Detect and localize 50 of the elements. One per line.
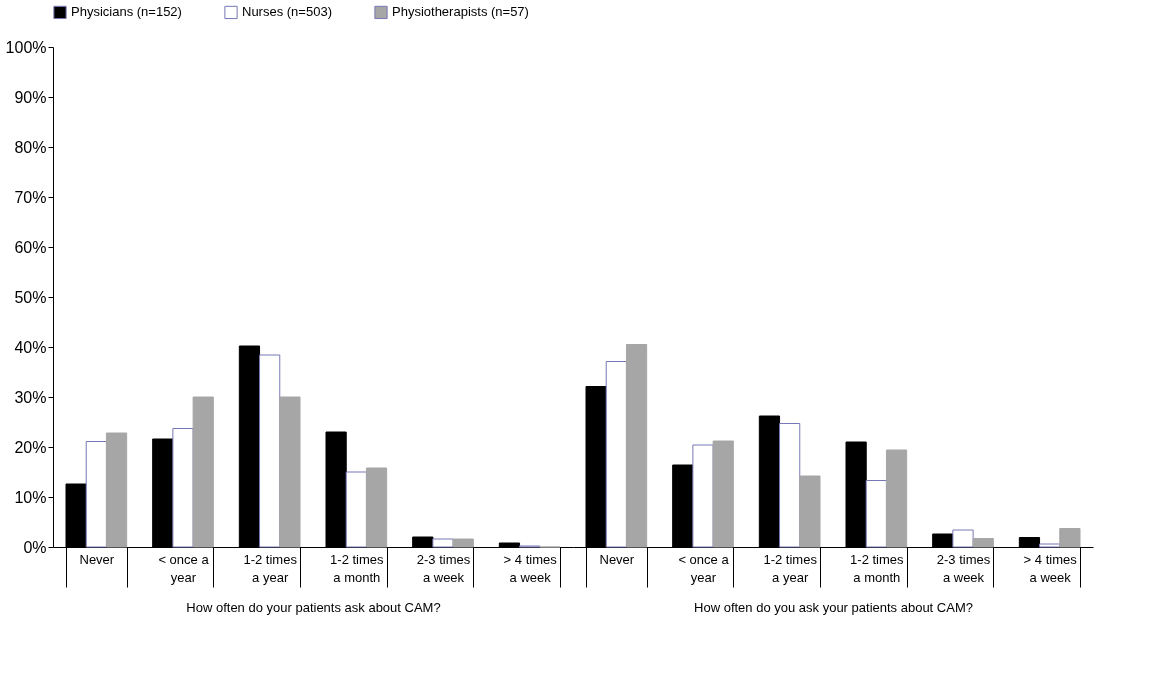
bar [432,538,454,548]
y-tick-label: 30% [14,388,47,406]
x-tick-label: 2-3 times a week [936,551,991,585]
bar [85,441,107,548]
y-tick-label: 100% [5,38,47,56]
bar [365,467,388,548]
y-tick-label: 20% [14,438,47,456]
y-tick-label: 60% [14,238,47,256]
legend-label: Physicians (n=152) [71,4,182,20]
legend-label: Physiotherapists (n=57) [392,4,529,20]
x-tick-label: Never [599,551,635,567]
legend-label: Nurses (n=503) [242,4,332,20]
bar [779,423,801,548]
y-tick-label: 90% [14,88,47,106]
x-tick-label: 1-2 times a year [763,551,818,585]
bar [799,475,821,548]
bar [172,428,194,548]
bar [345,471,367,548]
y-tick-label: 10% [14,488,47,506]
bar [625,344,648,548]
bar [105,432,128,548]
bar [1059,528,1081,548]
x-tick-label: < once a year [678,551,730,585]
bar [865,480,887,548]
bar [712,440,734,548]
bar [885,449,908,548]
x-tick-label: 1-2 times a year [243,551,298,585]
x-tick-label: < once a year [158,551,210,585]
bar [692,444,714,548]
bar [259,354,281,548]
y-tick-label: 80% [14,138,47,156]
y-tick-label: 70% [14,188,47,206]
x-tick-label: > 4 times a week [503,551,558,585]
bar [192,396,214,548]
bar [952,529,974,548]
x-tick-label: 2-3 times a week [416,551,471,585]
y-tick-label: 40% [14,338,47,356]
x-axis-title: How often do your patients ask about CAM? [186,600,441,615]
y-tick-label: 50% [14,288,47,306]
bar [279,396,301,548]
y-tick-label: 0% [23,538,47,556]
x-tick-label: 1-2 times a month [850,551,905,585]
bar [972,538,994,548]
bar [1039,543,1061,548]
bar [452,538,474,548]
bar [605,361,627,548]
x-axis-title: How often do you ask your patients about CAM? [694,600,973,615]
x-tick-label: > 4 times a week [1023,551,1078,585]
x-tick-label: 1-2 times a month [330,551,385,585]
x-tick-label: Never [79,551,115,567]
